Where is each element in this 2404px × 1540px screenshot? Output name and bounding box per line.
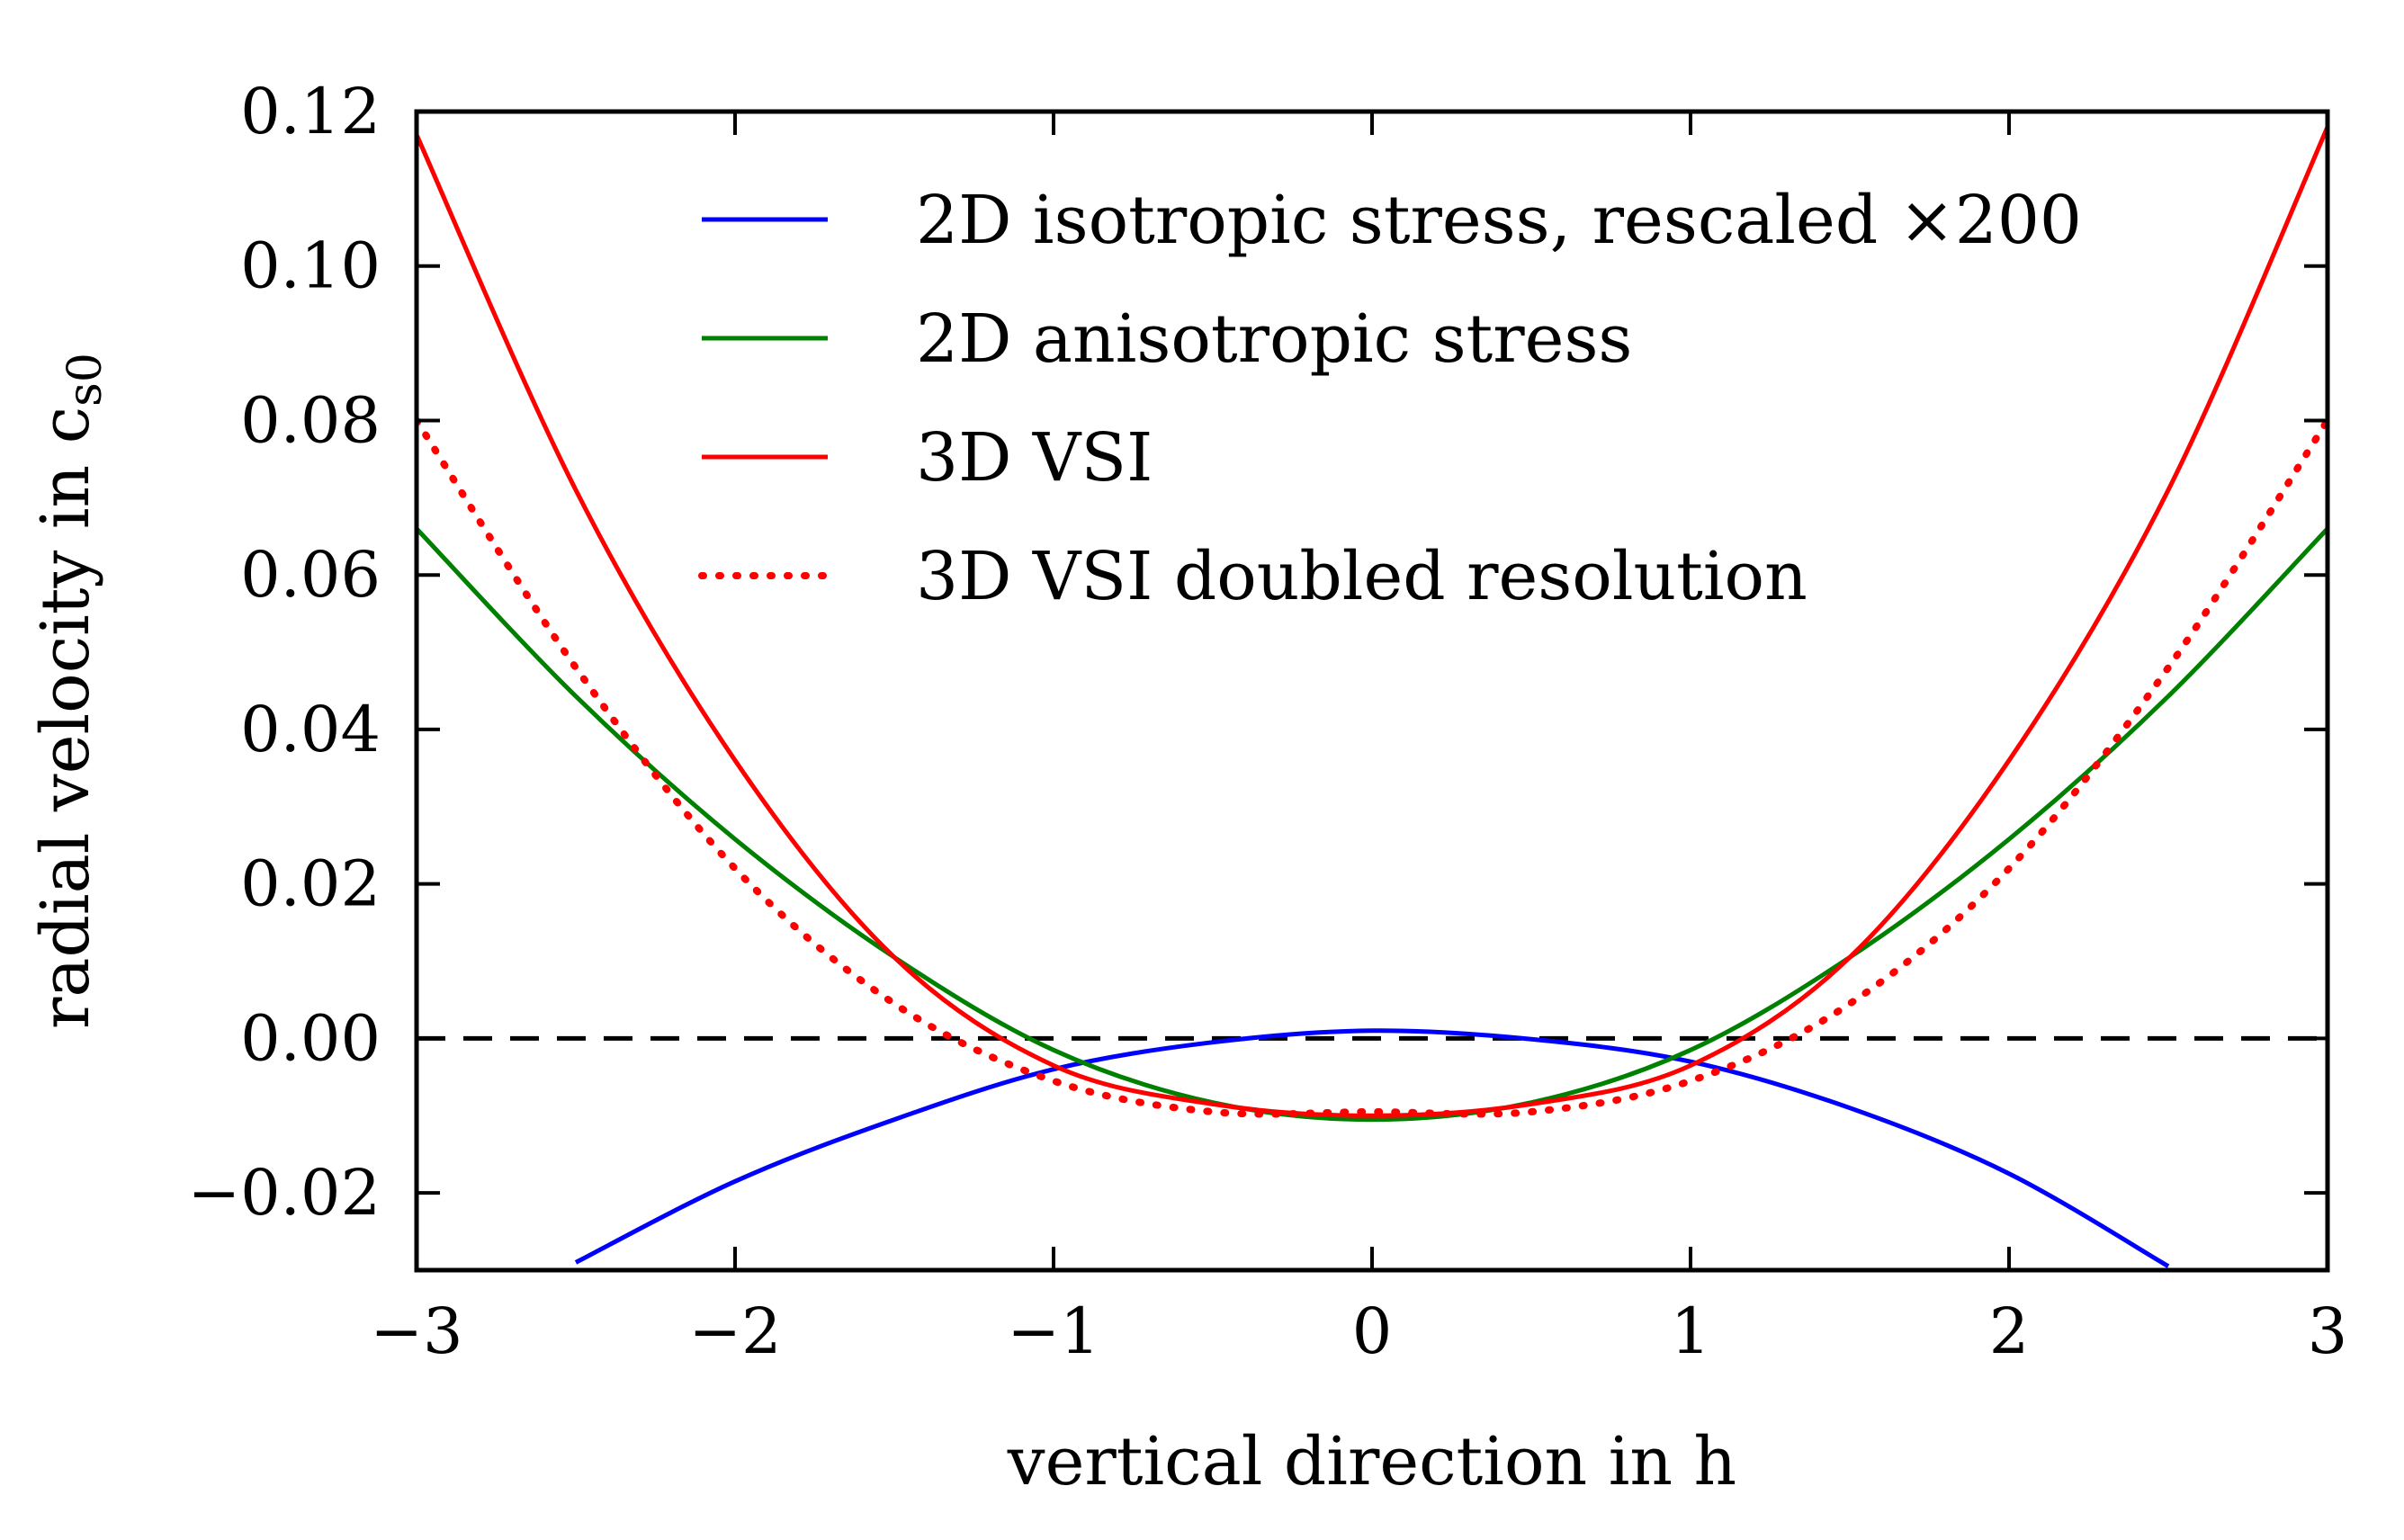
y-tick-label: 0.04 bbox=[240, 693, 381, 766]
legend-label: 3D VSI doubled resolution bbox=[916, 538, 1807, 615]
legend-entry: 3D VSI doubled resolution bbox=[698, 538, 1807, 615]
legend-label: 2D anisotropic stress bbox=[916, 300, 1632, 378]
x-axis-label: vertical direction in h bbox=[1007, 1423, 1736, 1500]
y-axis-label: radial velocity in cs0 bbox=[27, 353, 112, 1029]
y-tick-label: 0.12 bbox=[240, 75, 381, 148]
series-line-2 bbox=[417, 526, 2328, 1123]
legend: 2D isotropic stress, rescaled ×200 2D ani… bbox=[698, 182, 2082, 615]
legend-entry: 2D anisotropic stress bbox=[702, 300, 1632, 378]
legend-label: 2D isotropic stress, rescaled ×200 bbox=[916, 182, 2082, 259]
x-tick-label: −1 bbox=[1007, 1294, 1099, 1368]
x-tick-label: 0 bbox=[1352, 1294, 1393, 1368]
legend-entry: 3D VSI bbox=[702, 419, 1153, 497]
tick-layer: −3 −2 −1 0 1 2 3 −0.02 0.00 0.02 0.04 0.06 0.08 0.10 0… bbox=[187, 75, 2347, 1368]
plot-frame bbox=[414, 109, 2330, 1273]
series-line-1 bbox=[574, 1028, 2170, 1268]
y-tick-label: 0.02 bbox=[240, 847, 381, 921]
y-tick-label: 0.10 bbox=[240, 229, 381, 303]
series-line-3 bbox=[417, 126, 2328, 1118]
x-tick-label: 1 bbox=[1671, 1294, 1711, 1368]
y-axis-label-subscript: s0 bbox=[58, 353, 112, 407]
y-tick-label: 0.06 bbox=[240, 538, 381, 612]
series-layer bbox=[417, 126, 2328, 1268]
series-line-4 bbox=[417, 416, 2328, 1118]
y-tick-label: 0.00 bbox=[240, 1001, 381, 1075]
x-tick-label: −2 bbox=[688, 1294, 781, 1368]
legend-entry: 2D isotropic stress, rescaled ×200 bbox=[702, 182, 2082, 259]
x-tick-label: 3 bbox=[2308, 1294, 2348, 1368]
y-tick-label: −0.02 bbox=[187, 1156, 381, 1230]
x-tick-label: 2 bbox=[1989, 1294, 2030, 1368]
y-axis-label-main: radial velocity in c bbox=[27, 407, 104, 1029]
legend-label: 3D VSI bbox=[916, 419, 1153, 497]
x-tick-label: −3 bbox=[370, 1294, 462, 1368]
y-tick-label: 0.08 bbox=[240, 383, 381, 457]
